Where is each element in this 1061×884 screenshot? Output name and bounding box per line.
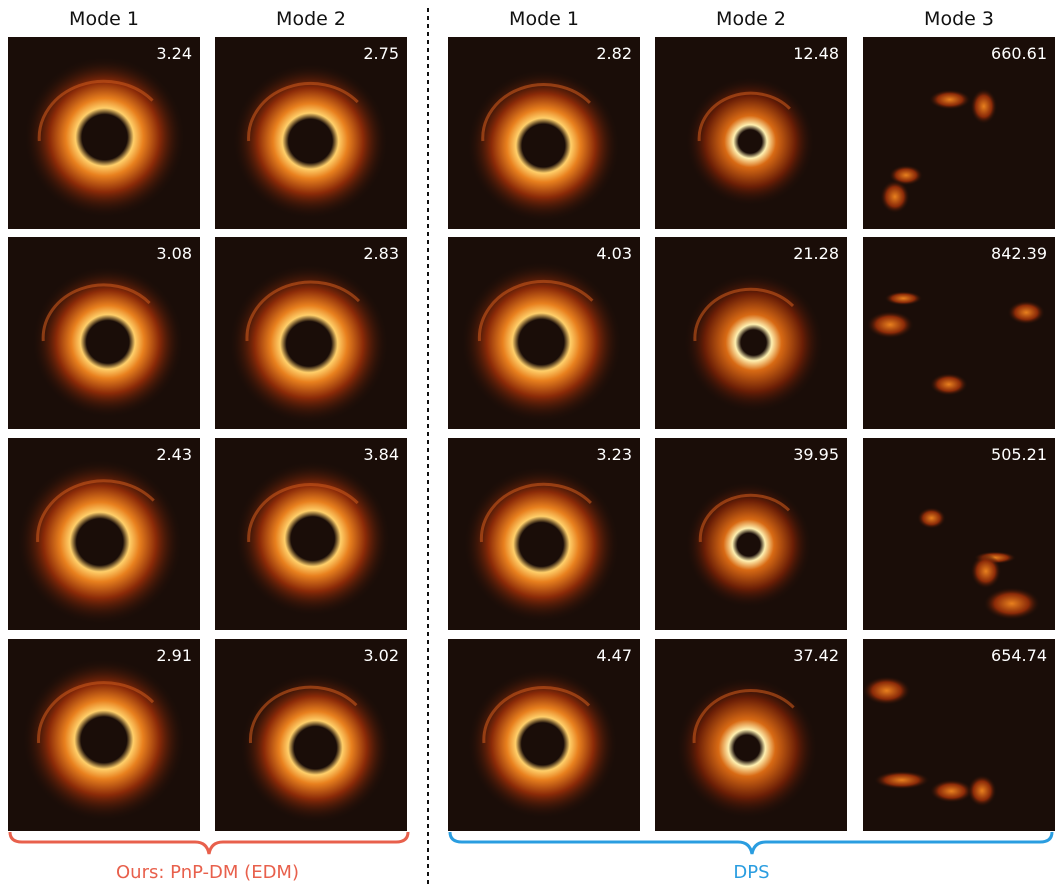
image-blob [889, 164, 924, 186]
score-label: 3.08 [156, 244, 192, 263]
score-label: 4.03 [596, 244, 632, 263]
image-ring [22, 658, 186, 822]
image-arc [245, 280, 361, 342]
image-blob [862, 676, 911, 705]
image-arc [692, 689, 795, 744]
image-blob [970, 88, 998, 125]
image-blob [928, 89, 971, 110]
image-arc [37, 79, 154, 142]
score-label: 842.39 [991, 244, 1047, 263]
image-ring [466, 69, 620, 223]
image-arc [37, 681, 155, 744]
group-caption: DPS [733, 862, 769, 883]
image-arc [41, 283, 151, 342]
score-label: 3.84 [363, 445, 399, 464]
image-arc [477, 279, 594, 342]
image-arc [482, 686, 591, 744]
image-arc [247, 483, 359, 543]
score-label: 2.82 [596, 44, 632, 63]
image-arc [247, 81, 359, 142]
image-blob [884, 291, 923, 306]
brace-left [8, 831, 410, 855]
score-label: 660.61 [991, 44, 1047, 63]
score-label: 654.74 [991, 646, 1047, 665]
image-ring [239, 672, 391, 824]
image-arc [697, 91, 791, 142]
image-ring [228, 263, 389, 424]
score-label: 505.21 [991, 445, 1047, 464]
score-label: 12.48 [793, 44, 839, 63]
image-ring [16, 459, 183, 625]
score-label: 2.91 [156, 646, 192, 665]
image-blob [929, 373, 968, 396]
image-arc [698, 493, 791, 543]
group-caption: Ours: PnP-DM (EDM) [116, 862, 299, 883]
image-ring [460, 261, 623, 423]
image-blob [873, 770, 930, 790]
image-ring [685, 481, 812, 608]
image-blob [1007, 300, 1046, 325]
image-arc [481, 83, 591, 142]
image-ring [683, 272, 824, 413]
image-blob [880, 180, 910, 214]
image-ring [675, 676, 818, 819]
image-arc [249, 685, 358, 744]
image-ring [685, 76, 815, 207]
score-label: 3.24 [156, 44, 192, 63]
score-label: 4.47 [596, 646, 632, 665]
column-title: Mode 1 [69, 8, 139, 30]
score-label: 3.02 [363, 646, 399, 665]
image-arc [693, 287, 795, 342]
image-ring [463, 466, 620, 623]
image-ring [467, 668, 618, 819]
image-ring [232, 63, 389, 219]
score-label: 3.23 [596, 445, 632, 464]
score-label: 39.95 [793, 445, 839, 464]
image-arc [36, 479, 155, 543]
score-label: 2.75 [363, 44, 399, 63]
image-arc [479, 482, 592, 543]
score-label: 21.28 [793, 244, 839, 263]
score-label: 37.42 [793, 646, 839, 665]
image-blob [983, 587, 1041, 620]
image-blob [917, 507, 946, 529]
column-title: Mode 3 [924, 8, 994, 30]
image-blob [866, 310, 914, 339]
score-label: 2.83 [363, 244, 399, 263]
image-ring [23, 56, 186, 219]
image-blob [970, 553, 1002, 589]
image-blob [967, 774, 997, 807]
column-title: Mode 2 [716, 8, 786, 30]
column-title: Mode 2 [276, 8, 346, 30]
image-tile [863, 639, 1055, 831]
column-title: Mode 1 [509, 8, 579, 30]
score-label: 2.43 [156, 445, 192, 464]
brace-right [448, 831, 1054, 855]
image-ring [31, 265, 184, 418]
image-blob [929, 779, 974, 803]
